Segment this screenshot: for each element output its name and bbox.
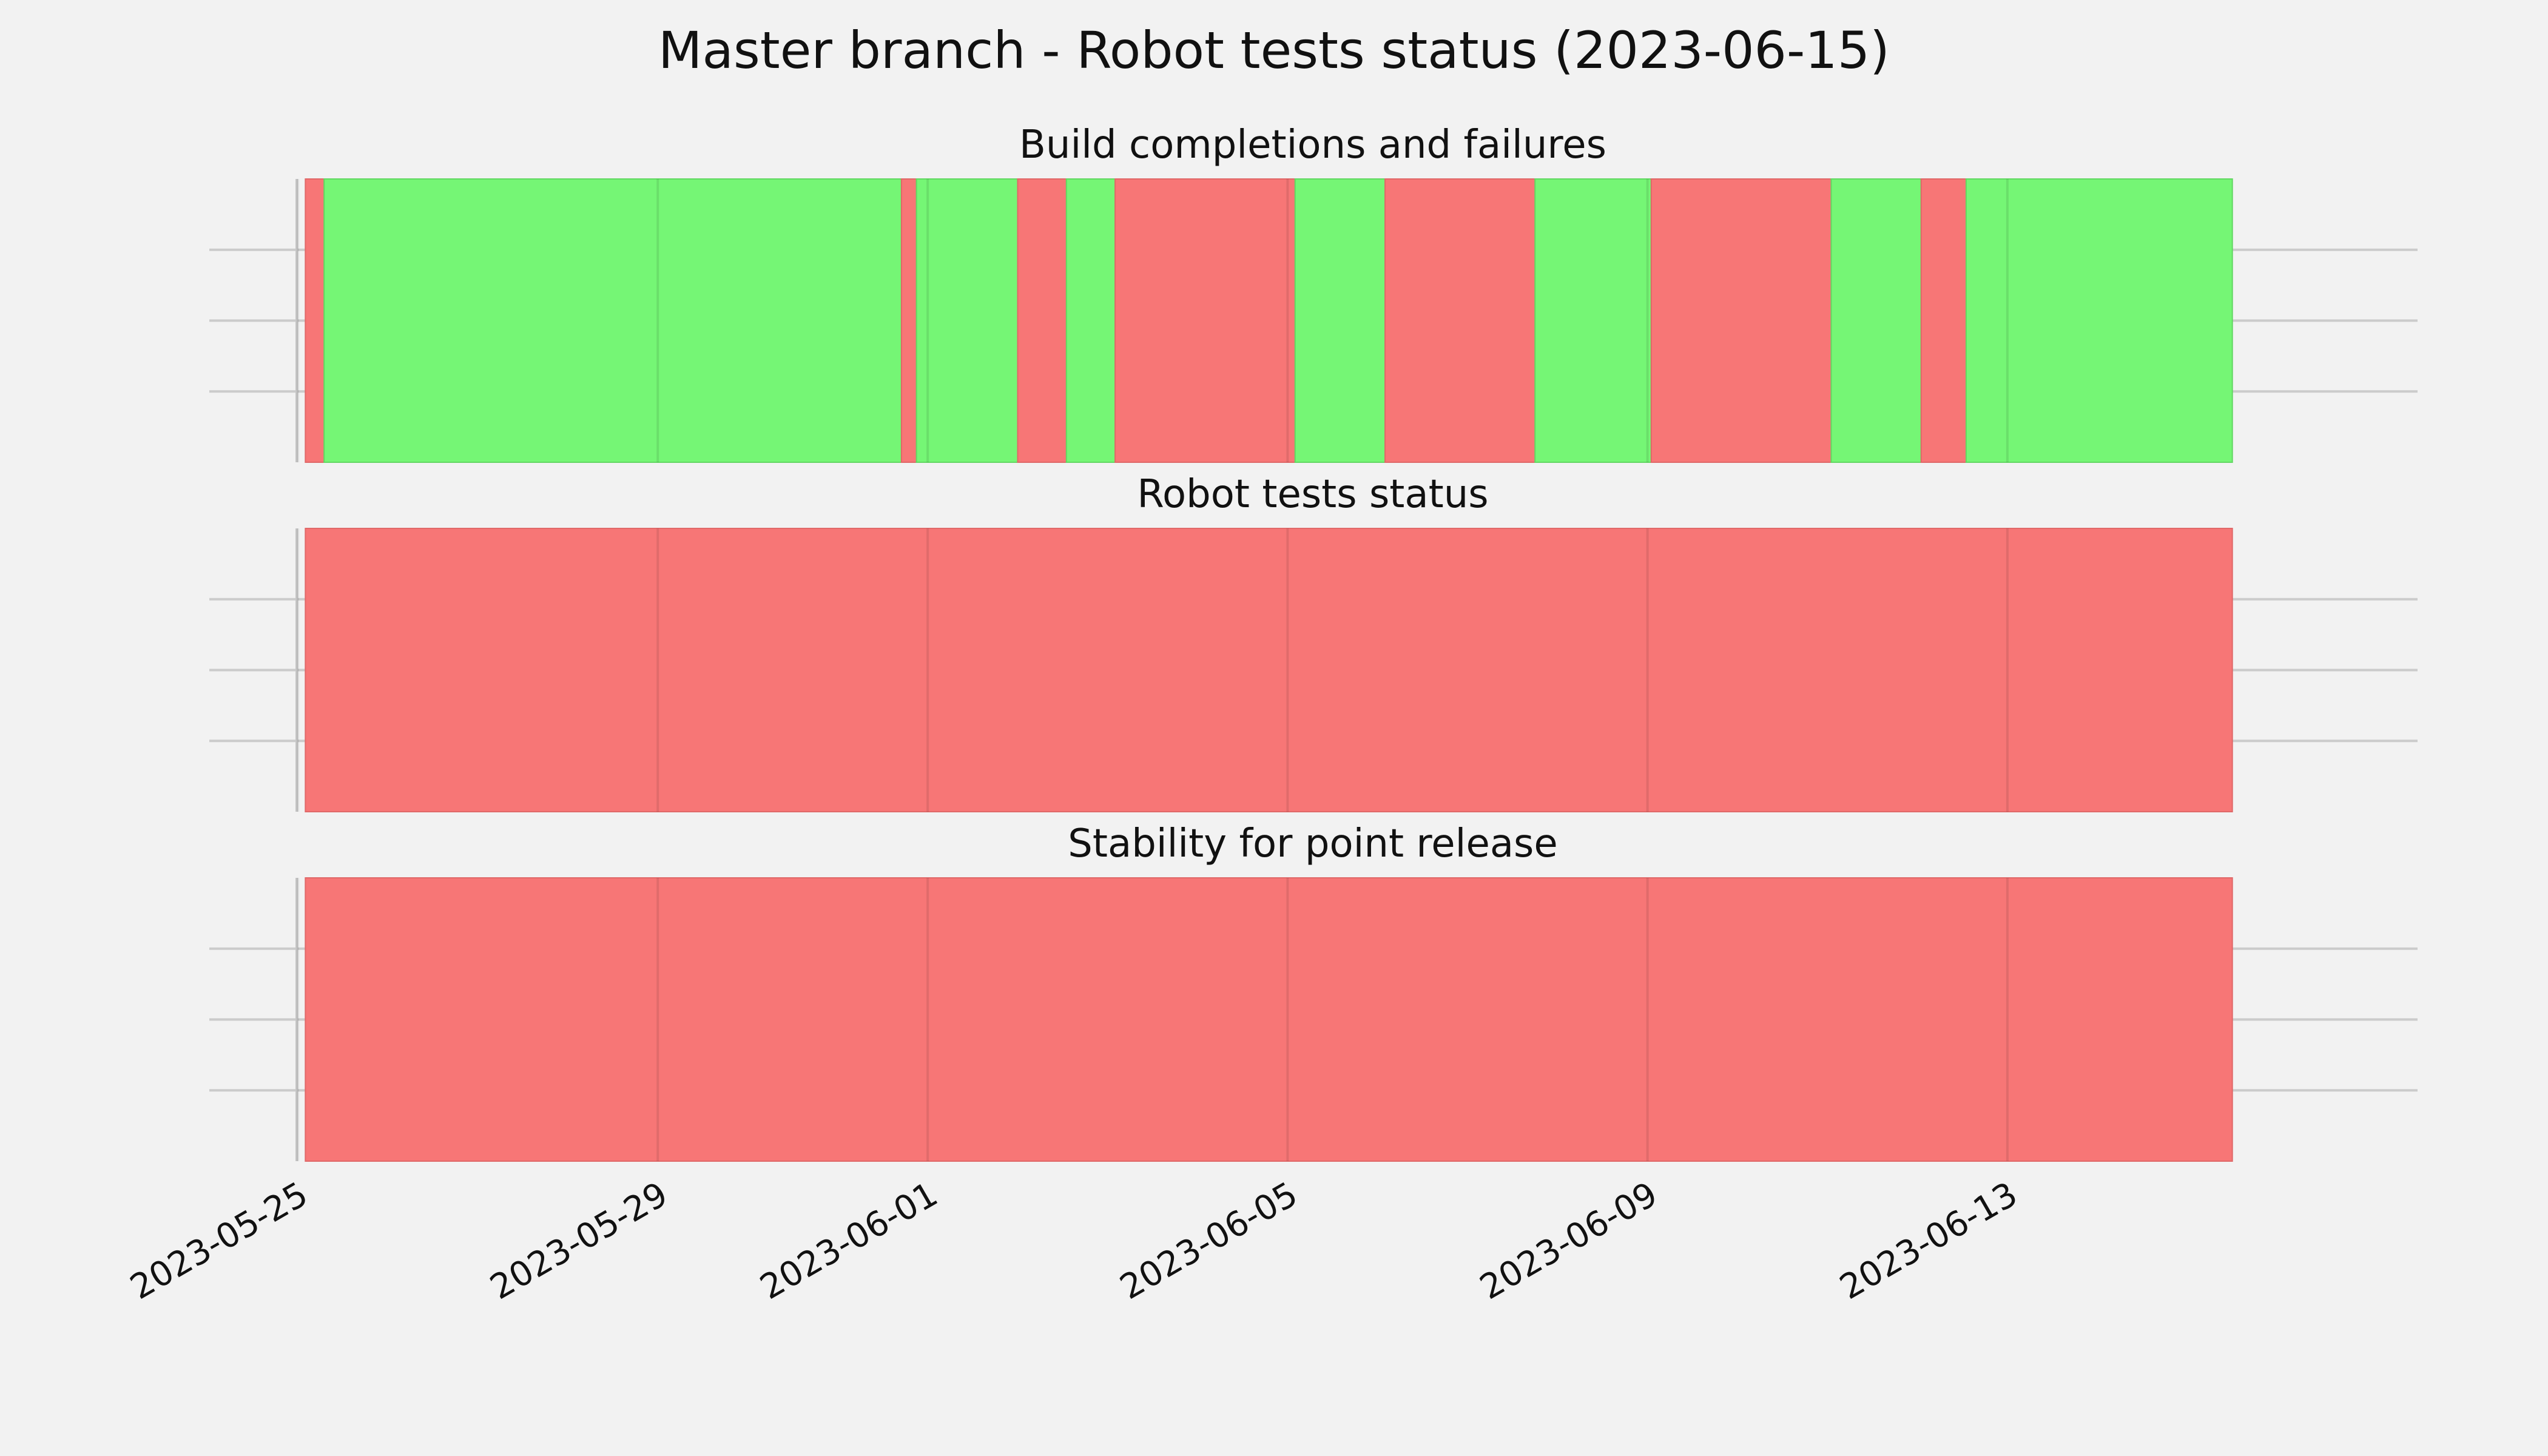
panel-stability-segments bbox=[305, 877, 2233, 1162]
panel-robot-tests-segments bbox=[305, 528, 2233, 812]
panel-build-title: Build completions and failures bbox=[1019, 123, 1606, 167]
panel-stability-segment-failure bbox=[305, 877, 2233, 1162]
panel-stability: Stability for point release bbox=[209, 821, 2418, 1162]
panel-build-segment-success bbox=[1830, 178, 1922, 463]
panel-build-segment-success bbox=[1534, 178, 1652, 463]
panel-stability-vgrid bbox=[297, 878, 2009, 1161]
panel-build-segments bbox=[305, 178, 2233, 463]
panel-build-segment-failure bbox=[1384, 178, 1536, 463]
panel-robot-tests-segment-failure bbox=[305, 528, 2233, 812]
panel-robot-tests-title: Robot tests status bbox=[1137, 472, 1488, 517]
panel-build-vgrid bbox=[297, 179, 2009, 462]
panel-build-segment-failure bbox=[1114, 178, 1296, 463]
panel-stability-title: Stability for point release bbox=[1068, 821, 1558, 866]
panel-build-segment-failure bbox=[1920, 178, 1967, 463]
panel-build-segment-failure bbox=[1650, 178, 1832, 463]
panel-build-segment-failure bbox=[900, 178, 917, 463]
panel-build-segment-failure bbox=[1017, 178, 1067, 463]
panel-build: Build completions and failures bbox=[209, 123, 2418, 463]
panel-robot-tests-vgrid bbox=[297, 528, 2009, 812]
panel-build-segment-success bbox=[323, 178, 902, 463]
chart-title: Master branch - Robot tests status (2023… bbox=[658, 21, 1890, 80]
panel-build-segment-success bbox=[1065, 178, 1116, 463]
panel-build-segment-success bbox=[915, 178, 1019, 463]
panel-build-segment-success bbox=[1294, 178, 1386, 463]
panel-robot-tests: Robot tests status bbox=[209, 472, 2418, 812]
panel-build-segment-failure bbox=[305, 178, 325, 463]
panel-build-segment-success bbox=[1965, 178, 2233, 463]
